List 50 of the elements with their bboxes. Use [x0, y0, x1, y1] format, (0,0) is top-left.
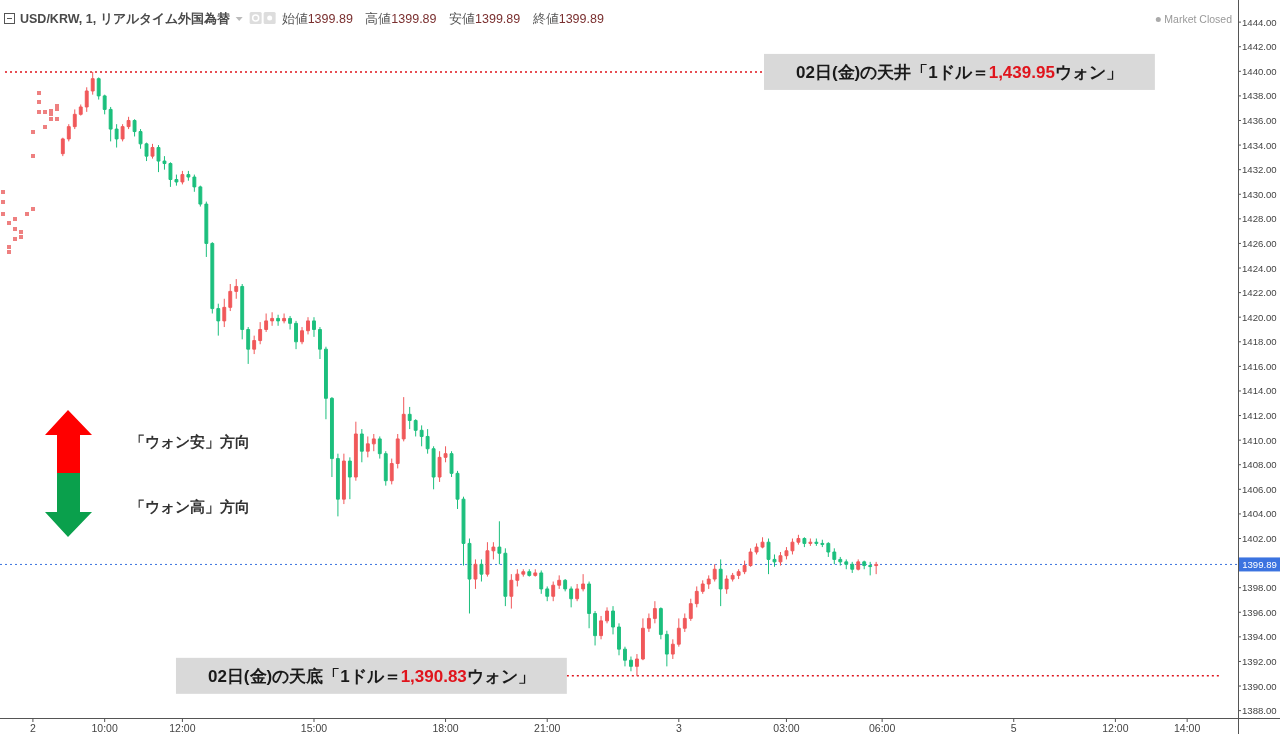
x-tick-label: 14:00 [1174, 722, 1201, 734]
x-tick-label: 2 [29, 722, 36, 734]
y-tick-label: 1444.00 [1242, 16, 1277, 28]
y-tick-label: 1402.00 [1242, 533, 1277, 544]
x-tick-label: 18:00 [432, 722, 459, 734]
x-tick-label: 15:00 [300, 722, 328, 734]
x-tick-label: 03:00 [773, 722, 800, 734]
y-tick-label: 1394.00 [1242, 631, 1277, 643]
y-tick-label: 1432.00 [1242, 164, 1277, 176]
y-tick-label: 1428.00 [1242, 213, 1277, 225]
title: USD/KRW, 1, リアルタイム外国為替 [20, 12, 230, 26]
y-tick-label: 1442.00 [1242, 41, 1277, 53]
y-tick-label: 1390.00 [1242, 680, 1277, 692]
y-tick-label: 1418.00 [1242, 336, 1277, 348]
subtitle: 始値1399.89 高値1399.89 安値1399.89 終値1399.89 [281, 12, 604, 26]
y-tick-label: 1396.00 [1242, 606, 1277, 618]
y-tick-label: 1422.00 [1242, 287, 1277, 299]
y-tick-label: 1424.00 [1242, 262, 1277, 274]
y-tick-label: 1410.00 [1242, 434, 1277, 446]
ref-tag: 1399.89 [1239, 557, 1280, 572]
x-tick-label: 06:00 [869, 722, 896, 734]
y-tick-label: 1438.00 [1242, 90, 1277, 102]
y-tick-label: 1388.00 [1242, 705, 1277, 717]
ref-callout: 02日(金)の天底「1ドル＝1,390.83ウォン」 [175, 657, 567, 694]
y-tick-label: 1414.00 [1242, 385, 1277, 397]
y-tick-label: 1392.00 [1242, 655, 1277, 667]
ref-callout: 02日(金)の天井「1ドル＝1,439.95ウォン」 [764, 53, 1155, 90]
ref-line-label: 02日(金)の天底「1ドル＝1,390.83ウォン」 [207, 666, 535, 686]
y-tick-label: 1440.00 [1242, 65, 1277, 77]
annotation: 「ウォン高」方向 [130, 498, 250, 515]
x-tick-label: 3 [675, 722, 682, 734]
y-tick-label: 1398.00 [1242, 582, 1277, 594]
x-tick-label: 21:00 [534, 722, 561, 734]
y-tick-label: 1426.00 [1242, 237, 1277, 249]
x-tick-label: 10:00 [91, 722, 118, 734]
x-tick-label: 12:00 [169, 722, 196, 734]
y-tick-label: 1420.00 [1242, 311, 1277, 323]
x-tick-label: 12:00 [1102, 722, 1129, 734]
y-tick-label: 1406.00 [1242, 483, 1277, 495]
y-tick-label: 1436.00 [1242, 115, 1277, 126]
y-tick-label: 1404.00 [1242, 508, 1277, 520]
x-tick-label: 5 [1010, 722, 1017, 734]
annotation: Market Closed [1164, 13, 1232, 25]
y-tick-label: 1416.00 [1242, 360, 1277, 372]
y-tick-label: 1434.00 [1242, 139, 1277, 151]
annotation: 「ウォン安」方向 [130, 433, 250, 450]
y-tick-label: 1412.00 [1242, 410, 1277, 422]
y-tick-label: 1408.00 [1242, 459, 1277, 471]
y-tick-label: 1430.00 [1242, 188, 1277, 200]
ref-line-label: 02日(金)の天井「1ドル＝1,439.95ウォン」 [796, 62, 1123, 82]
